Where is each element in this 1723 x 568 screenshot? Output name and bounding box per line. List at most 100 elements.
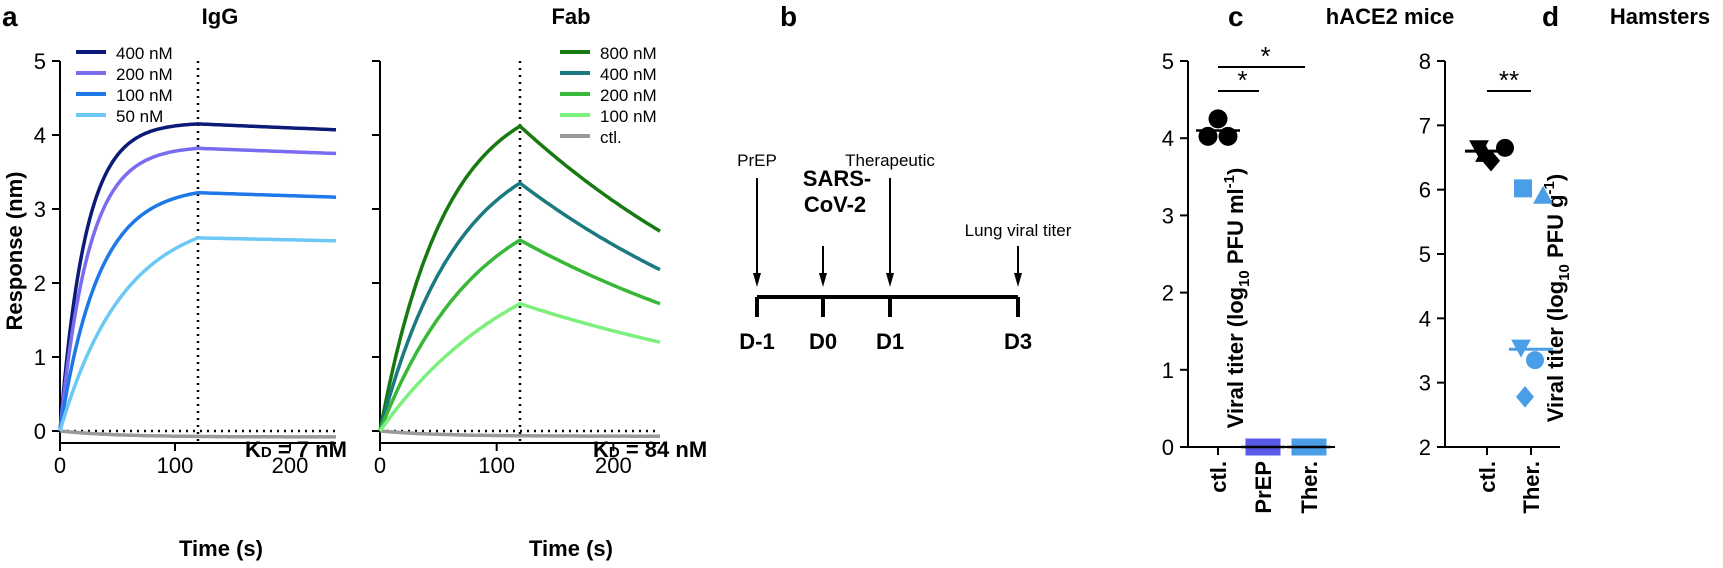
igg-series-line [58,236,336,432]
hamsters-chart: Hamsters Viral titer (log10 PFU g-1) 2 3 4… [1419,4,1710,514]
fab-legend: 800 nM 400 nM 200 nM 100 nM ctl. [560,44,657,147]
timeline-arrow-head [886,273,894,287]
hamsters-point-ther [1516,386,1534,408]
hace2-marks: ** [1196,41,1331,456]
timeline-day-label: D3 [1004,329,1032,354]
igg-legend-label: 100 nM [116,86,173,105]
hace2-ytick-label: 5 [1162,49,1174,74]
hamsters-ytick-label: 7 [1419,113,1431,138]
hamsters-point-ctl [1469,140,1489,159]
hace2-significance-label: * [1260,41,1270,71]
igg-legend-label: 50 nM [116,107,163,126]
timeline-event-label: PrEP [737,151,777,170]
hace2-chart: hACE2 mice Viral titer (log10 PFU ml-1) … [1162,4,1454,514]
hamsters-point-ctl [1496,138,1514,157]
fab-legend-label: 200 nM [600,86,657,105]
timeline-arrow-head [819,273,827,287]
timeline-event-label-line2: CoV-2 [804,192,866,217]
hamsters-marks: ** [1465,65,1553,408]
panel-label-d: d [1542,1,1559,32]
timeline-day-label: D0 [809,329,837,354]
igg-legend-label: 200 nM [116,65,173,84]
igg-series-line [58,146,337,432]
igg-xtick-label: 0 [54,453,66,478]
hace2-axes: 0 1 2 3 4 5 ctl. PrEP Ther. [1162,49,1335,514]
hamsters-point-ther [1526,351,1544,370]
hace2-category-label: ctl. [1206,461,1231,493]
hamsters-category-label: Ther. [1519,461,1544,514]
hamsters-axes: 2 3 4 5 6 7 8 ctl. Ther. [1419,49,1560,514]
fab-series-line [378,238,661,432]
fab-legend-label: 400 nM [600,65,657,84]
timeline-event-label: Therapeutic [845,151,935,170]
fab-xtick-label: 200 [595,453,632,478]
panel-label-b: b [780,1,797,32]
timeline-arrow-head [1014,273,1022,287]
hamsters-significance-label: ** [1499,65,1519,95]
timeline-event-label: SARS- [803,166,871,191]
timeline-event-label: Lung viral titer [965,221,1072,240]
igg-xtick-label: 100 [157,453,194,478]
igg-kd-annotation: KD = 7 nM [245,437,347,462]
hace2-ytick-label: 0 [1162,435,1174,460]
igg-chart: IgG Response (nm) Time (s) 0 1 2 3 4 5 0 100 200… [2,4,347,561]
hace2-ytick-label: 3 [1162,203,1174,228]
hace2-title: hACE2 mice [1326,4,1454,29]
igg-ytick-label: 4 [34,123,46,148]
hamsters-ytick-label: 2 [1419,435,1431,460]
hace2-ytick-label: 1 [1162,358,1174,383]
panel-label-a: a [2,1,18,32]
igg-ylabel: Response (nm) [2,172,27,331]
timeline-day-label: D-1 [739,329,774,354]
igg-ytick-label: 3 [34,197,46,222]
fab-kd-annotation: KD = 84 nM [593,437,707,462]
igg-ytick-label: 0 [34,419,46,444]
hamsters-point-ther [1514,179,1532,198]
fab-chart: Fab Time (s) 0 100 200 800 nM 400 nM 200 nM 1… [372,4,707,561]
hace2-category-label: Ther. [1297,461,1322,514]
igg-series-line [58,122,337,432]
fab-xlabel: Time (s) [529,536,613,561]
fab-xtick-label: 0 [374,453,386,478]
fab-legend-label: 100 nM [600,107,657,126]
hace2-point-ctl [1208,109,1228,129]
hamsters-ytick-label: 6 [1419,178,1431,203]
hace2-category-label: PrEP [1251,461,1276,514]
igg-ytick-label: 1 [34,345,46,370]
panel-label-c: c [1228,1,1244,32]
hamsters-ytick-label: 5 [1419,242,1431,267]
igg-legend-label: 400 nM [116,44,173,63]
igg-ytick-label: 2 [34,271,46,296]
igg-legend: 400 nM 200 nM 100 nM 50 nM [76,44,173,126]
hamsters-title: Hamsters [1610,4,1710,29]
hace2-ytick-label: 2 [1162,281,1174,306]
timeline-arrow-head [753,273,761,287]
igg-xtick-label: 200 [272,453,309,478]
fab-legend-label: ctl. [600,128,622,147]
igg-lines [58,122,337,439]
fab-title: Fab [551,4,590,29]
hamsters-ytick-label: 8 [1419,49,1431,74]
hamsters-point-ther [1533,185,1553,204]
igg-xlabel: Time (s) [179,536,263,561]
fab-series-line [378,180,661,432]
hace2-significance-label: * [1237,65,1247,95]
fab-series-line [378,301,661,433]
igg-series-line-ctl [59,429,336,439]
hamsters-category-label: ctl. [1475,461,1500,493]
hamsters-ytick-label: 3 [1419,371,1431,396]
fab-legend-label: 800 nM [600,44,657,63]
hamsters-ylabel: Viral titer (log10 PFU g-1) [1541,174,1573,422]
hace2-ylabel: Viral titer (log10 PFU ml-1) [1221,168,1253,429]
hamsters-ytick-label: 4 [1419,306,1431,331]
hace2-ytick-label: 4 [1162,126,1174,151]
fab-lines [378,123,661,438]
igg-title: IgG [202,4,239,29]
timeline-diagram: D-1 D0 D1 D3 PrEP SARS-CoV-2 Therapeutic Lung v… [737,151,1072,354]
fab-series-line [378,123,661,432]
timeline-day-label: D1 [876,329,904,354]
fab-series-line-ctl [379,429,660,438]
hamsters-point-ctl [1482,149,1500,172]
fab-xtick-label: 100 [478,453,515,478]
